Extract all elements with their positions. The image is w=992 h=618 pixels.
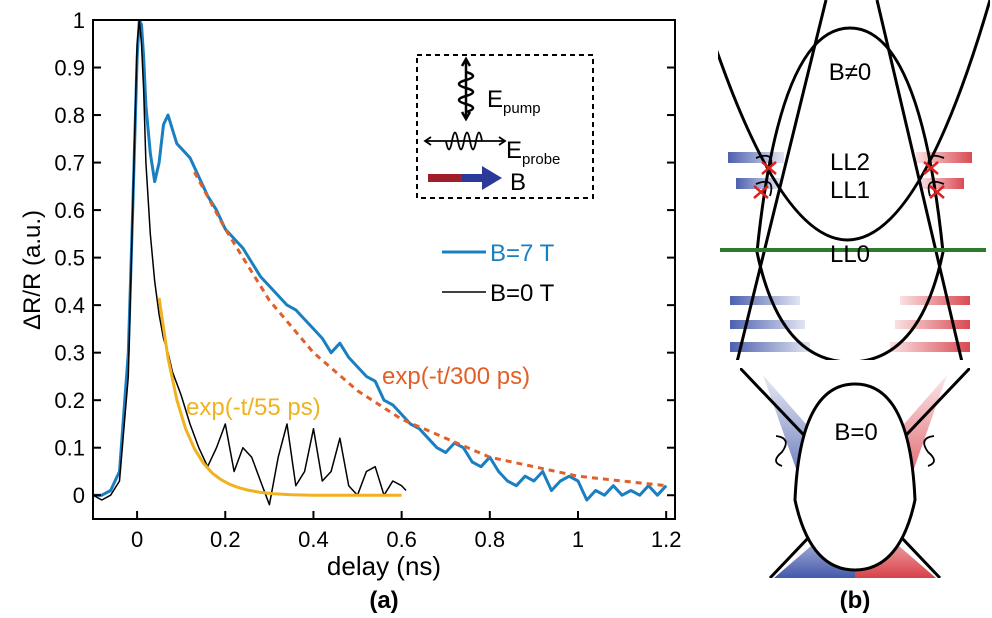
panel-a-label: (a) xyxy=(369,587,398,614)
y-tick-label: 0.7 xyxy=(54,151,85,176)
fit-annotation-55ps: exp(-t/55 ps) xyxy=(186,394,321,421)
probe-wave-icon xyxy=(423,131,507,151)
panel-b: B≠0 LL2 LL1 LL0 B=0 (b) xyxy=(718,0,990,614)
pump-label: Epump xyxy=(487,86,541,117)
x-axis-ticks: 0 0.2 0.4 0.6 0.8 1 1.2 xyxy=(131,511,682,552)
lower-parabola xyxy=(755,26,945,360)
x-tick-label: 1 xyxy=(572,527,584,552)
y-tick-label: 0.9 xyxy=(54,56,85,81)
probe-label: Eprobe xyxy=(506,137,560,168)
y-tick-label: 0.2 xyxy=(54,388,85,413)
series-layer xyxy=(93,20,668,506)
b-zero-label: B=0 xyxy=(834,419,877,446)
legend: B=7 T B=0 T xyxy=(442,240,555,307)
y-tick-label: 0 xyxy=(73,483,85,508)
y-axis-label: ΔR/R (a.u.) xyxy=(19,210,46,330)
fit-annotation-300ps: exp(-t/300 ps) xyxy=(382,363,530,390)
legend-label-b7: B=7 T xyxy=(490,240,555,267)
lower-landau-bands xyxy=(730,296,970,352)
x-axis-label: delay (ns) xyxy=(327,551,441,581)
ll2-label: LL2 xyxy=(830,149,870,176)
fit-curve-55ps xyxy=(157,297,402,497)
inset-box: Epump Eprobe B xyxy=(416,54,594,199)
pump-wave-icon xyxy=(457,56,475,122)
panel-b-label: (b) xyxy=(840,587,871,614)
ll1-label: LL1 xyxy=(830,177,870,204)
panel-a: 0 0.2 0.4 0.6 0.8 1 1.2 0 0.1 0.2 0.3 0.4 0.5 0.6 0.7… xyxy=(19,8,681,614)
zero-field-parabola xyxy=(793,382,917,572)
y-tick-label: 0.4 xyxy=(54,293,85,318)
dirac-cone-left xyxy=(735,0,828,360)
x-tick-label: 1.2 xyxy=(651,527,682,552)
y-tick-label: 1 xyxy=(73,8,85,33)
y-tick-label: 0.8 xyxy=(54,103,85,128)
zero-field-diagram: B=0 xyxy=(740,368,970,578)
x-tick-label: 0.8 xyxy=(475,527,506,552)
x-tick-label: 0.6 xyxy=(386,527,417,552)
x-tick-label: 0 xyxy=(131,527,143,552)
cross-mark-icon xyxy=(753,161,945,199)
y-axis-ticks: 0 0.1 0.2 0.3 0.4 0.5 0.6 0.7 0.8 0.9 1 xyxy=(54,8,675,508)
relaxation-arrow-icon xyxy=(775,435,935,467)
magnetic-field-arrow-icon xyxy=(428,166,502,190)
x-tick-label: 0.2 xyxy=(210,527,241,552)
legend-label-b0: B=0 T xyxy=(490,280,555,307)
y-tick-label: 0.6 xyxy=(54,198,85,223)
y-tick-label: 0.5 xyxy=(54,246,85,271)
landau-level-diagram: B≠0 LL2 LL1 LL0 xyxy=(718,0,990,360)
series-line-b-0-t xyxy=(93,20,407,506)
y-tick-label: 0.1 xyxy=(54,436,85,461)
plot-frame xyxy=(92,19,676,520)
y-tick-label: 0.3 xyxy=(54,341,85,366)
field-label: B xyxy=(510,169,526,196)
ll0-label: LL0 xyxy=(830,241,870,268)
fit-curve-300ps xyxy=(193,171,667,488)
upper-parabola xyxy=(718,0,990,242)
b-nonzero-label: B≠0 xyxy=(829,59,872,86)
x-tick-label: 0.4 xyxy=(298,527,329,552)
series-line-b-7-t xyxy=(93,20,668,502)
